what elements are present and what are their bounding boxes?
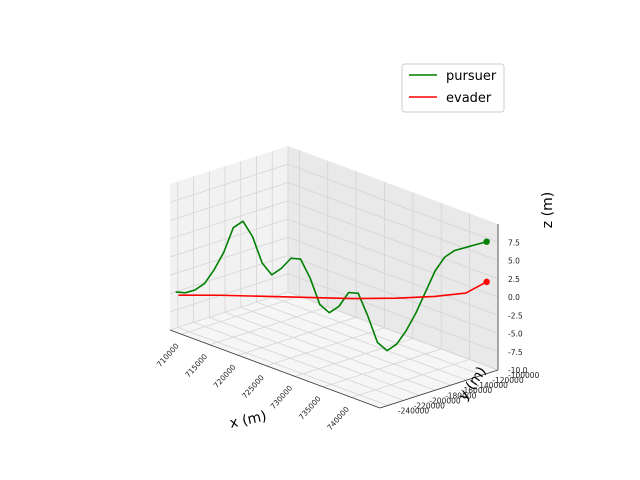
legend-label-evader: evader	[446, 91, 492, 106]
z-axis-label: z (m)	[540, 192, 556, 228]
series-end-marker-pursuer	[483, 238, 490, 245]
grid-line-z	[169, 291, 499, 371]
x-axis-line	[169, 329, 381, 409]
grid-line-z	[169, 236, 499, 316]
series-line-pursuer	[175, 220, 487, 352]
z-tick-label: 5.0	[508, 257, 520, 266]
x-tick-label: 740000	[325, 405, 351, 432]
grid-line-z	[169, 218, 499, 298]
axes-panes	[170, 146, 498, 408]
y-tick-label: -120000	[492, 376, 524, 385]
y-tick-label: -180000	[445, 391, 477, 400]
legend-label-pursuer: pursuer	[446, 69, 497, 84]
x-tick-label: 725000	[240, 373, 266, 400]
z-tick-label: -7.5	[508, 348, 523, 357]
y-tick-label: -100000	[508, 371, 540, 380]
z-tick-label: 0.0	[508, 293, 520, 302]
grid-line-z	[169, 182, 499, 261]
y-tick-label: -160000	[461, 386, 493, 395]
x-tick-label: 720000	[212, 362, 238, 389]
y-tick-label: -140000	[477, 381, 509, 390]
z-tick-label: -2.5	[508, 311, 523, 320]
grid-line-z	[169, 255, 499, 334]
y-tick-label: -200000	[429, 396, 461, 405]
z-tick-label: -5.0	[508, 330, 523, 339]
series-layer	[175, 220, 490, 352]
z-tick-label: 7.5	[508, 238, 520, 247]
legend-frame	[401, 63, 505, 113]
x-tick-label: 710000	[155, 341, 181, 368]
series-end-marker-evader	[483, 278, 490, 286]
z-tick-label: -10.0	[508, 366, 528, 375]
x-tick-label: 715000	[183, 352, 209, 379]
x-tick-label: 730000	[268, 384, 294, 411]
legend: pursuer evader	[401, 63, 505, 113]
axis-lines	[169, 224, 499, 409]
y-tick-label: -240000	[398, 406, 430, 415]
y-axis-line	[379, 369, 499, 409]
z-tick-label: 2.5	[508, 275, 520, 284]
grid-line-z	[169, 200, 499, 280]
x-tick-label: 735000	[297, 394, 323, 421]
x-axis-label: x (m)	[228, 408, 268, 431]
y-tick-label: -220000	[414, 401, 446, 410]
grid-line-z	[169, 163, 499, 243]
pane-floor	[170, 292, 498, 408]
grid-lines	[169, 146, 499, 406]
grid-line-z	[169, 273, 499, 353]
series-line-evader	[178, 281, 488, 300]
